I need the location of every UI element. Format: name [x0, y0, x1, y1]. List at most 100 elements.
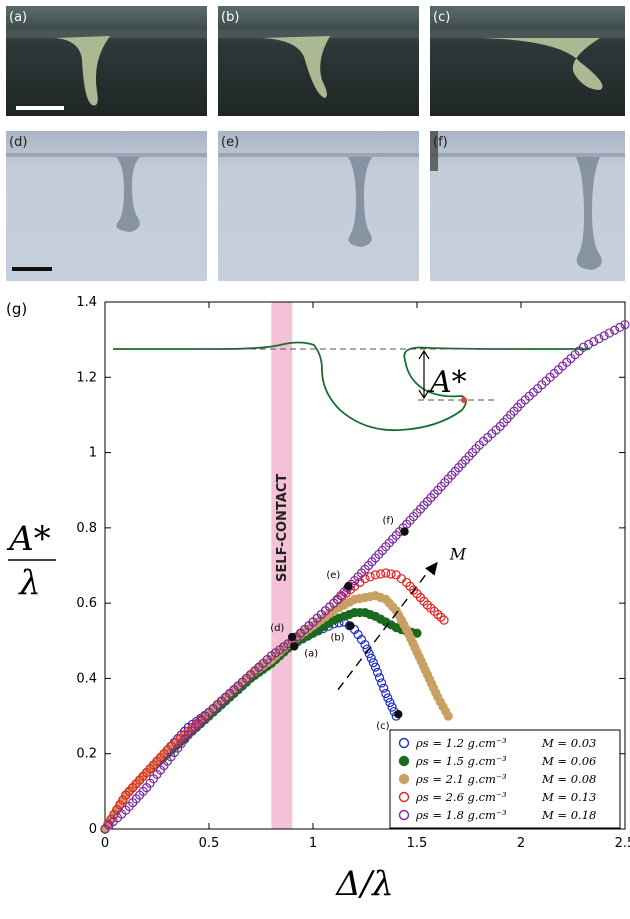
x-tick-label: 0.5	[199, 836, 220, 851]
annotation-point	[346, 621, 355, 630]
data-point	[383, 693, 393, 703]
annotation-label: (f)	[383, 516, 394, 527]
legend-marker	[398, 773, 410, 785]
legend-m-label: M = 0.18	[541, 808, 596, 822]
annotation-label: (e)	[326, 570, 340, 581]
y-tick-label: 0.6	[76, 596, 97, 611]
photo-f: (f)	[430, 131, 625, 281]
annotation-label: (b)	[330, 633, 344, 644]
y-tick-label: 0.4	[76, 671, 97, 686]
y-tick-label: 1.4	[76, 295, 97, 310]
data-point	[386, 569, 396, 579]
panel-label-g: (g)	[6, 300, 27, 318]
self-contact-band	[271, 302, 293, 829]
data-point	[443, 711, 453, 721]
photo-b: (b)	[218, 6, 419, 116]
data-point	[365, 572, 375, 582]
photo-label-b: (b)	[221, 10, 239, 25]
annotation-label: (a)	[304, 648, 318, 659]
data-point	[387, 702, 397, 712]
data-point	[381, 568, 391, 578]
annotation-label: (d)	[270, 623, 284, 634]
legend-series-name: ρs = 1.5 g.cm⁻³	[415, 754, 507, 768]
series-4	[100, 319, 630, 834]
legend-marker	[398, 737, 410, 749]
scale-bar-black	[12, 267, 52, 271]
scale-bar-white	[16, 106, 64, 110]
inset-schematic: A*	[113, 341, 590, 432]
legend-m-label: M = 0.03	[541, 736, 596, 750]
data-point	[385, 697, 395, 708]
x-tick-label: 1	[309, 836, 317, 851]
data-point	[615, 322, 625, 333]
photo-a: (a)	[6, 6, 207, 116]
legend: ρs = 1.2 g.cm⁻³ M = 0.03 ρs = 1.5 g.cm⁻³ M …	[389, 729, 621, 829]
y-tick-label: 1.2	[76, 370, 97, 385]
x-tick-label: 2.5	[615, 836, 630, 851]
data-point	[103, 819, 113, 829]
legend-series-name: ρs = 1.8 g.cm⁻³	[415, 808, 507, 822]
y-tick-label: 0	[89, 822, 97, 837]
x-tick-label: 2	[517, 836, 525, 851]
photo-label-f: (f)	[433, 135, 448, 150]
legend-series-name: ρs = 2.6 g.cm⁻³	[415, 790, 507, 804]
legend-box	[389, 729, 621, 829]
data-point	[620, 319, 630, 330]
legend-series-name: ρs = 1.2 g.cm⁻³	[415, 736, 507, 750]
x-axis-title: Δ/λ	[334, 864, 394, 904]
series-0	[100, 617, 401, 834]
legend-m-label: M = 0.08	[541, 772, 596, 786]
photo-label-d: (d)	[9, 135, 27, 150]
annotation-point	[344, 582, 353, 591]
data-point	[370, 570, 380, 580]
data-point	[377, 678, 387, 688]
data-point	[118, 795, 128, 805]
photo-d: (d)	[6, 131, 207, 281]
inset-arrow-head-down	[418, 389, 430, 400]
legend-m-label: M = 0.06	[541, 754, 596, 768]
photo-label-a: (a)	[9, 10, 27, 25]
y-axis-title: A* λ	[6, 519, 56, 603]
data-point	[599, 331, 609, 341]
data-point	[368, 658, 378, 668]
data-point	[115, 800, 125, 810]
inset-curve	[113, 341, 590, 432]
m-arrow-label: M	[449, 545, 467, 564]
photo-label-c: (c)	[433, 10, 450, 25]
data-point	[609, 325, 620, 335]
legend-marker	[398, 755, 410, 767]
photo-e: (e)	[218, 131, 419, 281]
self-contact-label: SELF-CONTACT	[275, 474, 290, 582]
annotation-point	[400, 527, 409, 536]
data-point	[106, 814, 116, 824]
data-point	[376, 569, 386, 579]
data-point	[436, 612, 446, 622]
data-point	[360, 639, 370, 650]
y-tick-label: 0.2	[76, 747, 97, 762]
inset-label-a: A*	[427, 365, 467, 400]
inset-marker	[461, 397, 467, 403]
photo-c: (c)	[430, 6, 625, 116]
data-point	[374, 673, 385, 683]
m-arrow-head	[425, 561, 438, 576]
annotation-point	[288, 632, 297, 642]
data-point	[594, 334, 604, 344]
m-arrow: M	[337, 545, 467, 691]
annotation-point	[290, 642, 299, 651]
data-point	[604, 328, 615, 338]
inset-arrow-head-up	[418, 349, 430, 360]
y-axis-title-denominator: λ	[17, 563, 41, 603]
annotation-label: (c)	[376, 721, 389, 732]
annotations: (a) (b) (c) (d) (e) (f)	[270, 516, 409, 732]
data-point	[379, 683, 389, 693]
legend-marker	[398, 791, 410, 803]
legend-series-name: ρs = 2.1 g.cm⁻³	[415, 772, 507, 786]
data-marks	[100, 319, 630, 834]
photo-label-e: (e)	[221, 135, 239, 150]
legend-marker	[398, 809, 410, 821]
data-point	[433, 609, 443, 620]
svg-text:A*: A*	[6, 519, 51, 559]
data-point	[439, 615, 449, 625]
annotation-point	[394, 709, 403, 719]
